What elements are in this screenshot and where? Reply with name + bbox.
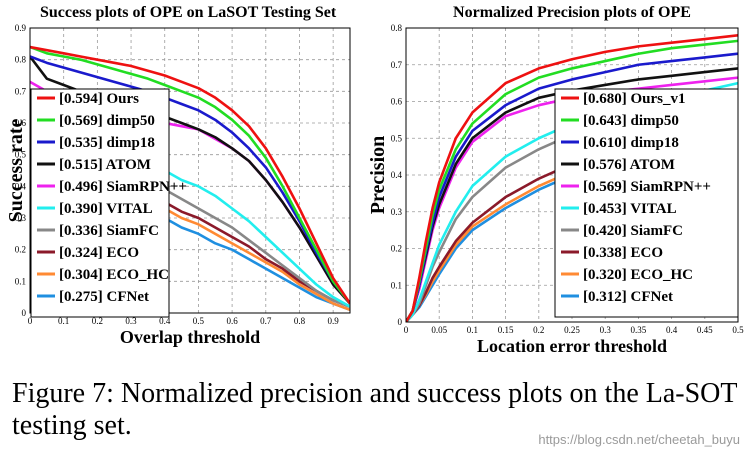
- success-y-axis-label: Success rate: [5, 118, 27, 222]
- watermark: https://blog.csdn.net/cheetah_buyu: [538, 432, 740, 447]
- success-legend-label: [0.594] Ours: [59, 91, 139, 107]
- success-axes-frame: [29, 27, 351, 314]
- precision-y-tick-label: 0.8: [391, 23, 403, 33]
- precision-y-tick-label: 0: [398, 317, 403, 327]
- success-legend-label: [0.275] CFNet: [59, 289, 149, 305]
- precision-y-tick-label: 0.7: [391, 60, 403, 70]
- precision-x-tick-label: 0.35: [631, 325, 647, 335]
- precision-y-tick-label: 0.2: [391, 244, 402, 254]
- precision-x-tick-label: 0.3: [600, 325, 612, 335]
- precision-x-tick-label: 0.25: [564, 325, 580, 335]
- precision-y-axis-label: Precision: [370, 136, 389, 215]
- success-legend-label: [0.324] ECO: [59, 245, 139, 261]
- precision-plot-svg: Normalized Precision plots of OPE 0 0.05 0.…: [367, 4, 744, 356]
- precision-legend-label: [0.610] dimp18: [583, 135, 679, 151]
- precision-x-tick-label: 0.5: [732, 325, 744, 335]
- precision-x-tick-label: 0.1: [467, 325, 478, 335]
- precision-legend-label: [0.420] SiamFC: [583, 223, 683, 239]
- precision-x-tick-label: 0.2: [533, 325, 544, 335]
- success-x-axis-label: Overlap threshold: [120, 327, 260, 347]
- success-y-tick-label: 0: [22, 308, 27, 318]
- success-x-tick-label: 0.1: [58, 316, 69, 326]
- precision-legend-box: [554, 88, 739, 318]
- precision-series-line: [406, 34, 738, 322]
- success-y-tick-label: 0.6: [15, 118, 27, 128]
- success-series-line: [30, 55, 350, 305]
- precision-y-tick-label: 0.4: [391, 170, 403, 180]
- precision-y-tick-label: 0.3: [391, 207, 403, 217]
- precision-x-tick-label: 0.05: [431, 325, 447, 335]
- precision-legend-label: [0.680] Ours_v1: [583, 91, 686, 107]
- success-legend-label: [0.336] SiamFC: [59, 223, 159, 239]
- success-title: Success plots of OPE on LaSOT Testing Se…: [40, 4, 337, 21]
- success-legend-label: [0.390] VITAL: [59, 201, 153, 217]
- success-x-tick-label: 0.2: [92, 316, 103, 326]
- success-x-tick-label: 0: [28, 316, 33, 326]
- precision-legend-label: [0.576] ATOM: [583, 157, 675, 173]
- success-y-tick-label: 0.1: [15, 276, 26, 286]
- precision-legend-label: [0.312] CFNet: [583, 289, 673, 305]
- success-y-tick-label: 0.8: [15, 55, 27, 65]
- precision-x-tick-label: 0.15: [498, 325, 514, 335]
- figure-caption: Figure 7: Normalized precision and succe…: [12, 378, 737, 441]
- success-x-tick-label: 0.6: [226, 316, 238, 326]
- success-plot-figure: Success plots of OPE on LaSOT Testing Se…: [0, 0, 360, 362]
- success-series-line: [30, 45, 350, 305]
- precision-title: Normalized Precision plots of OPE: [453, 4, 691, 21]
- precision-y-tick-label: 0.6: [391, 97, 403, 107]
- precision-plot-figure: Normalized Precision plots of OPE 0 0.05 0.…: [367, 0, 748, 362]
- success-plot-svg: Success plots of OPE on LaSOT Testing Se…: [5, 4, 351, 347]
- success-x-tick-label: 0.8: [294, 316, 306, 326]
- success-y-tick-label: 0.4: [15, 181, 27, 191]
- success-y-tick-label: 0.2: [15, 245, 26, 255]
- success-x-tick-label: 0.4: [159, 316, 171, 326]
- success-y-tick-label: 0.3: [15, 213, 27, 223]
- precision-x-tick-label: 0.45: [697, 325, 713, 335]
- success-legend-label: [0.515] ATOM: [59, 157, 151, 173]
- success-legend-label: [0.569] dimp50: [59, 113, 155, 129]
- precision-x-axis-label: Location error threshold: [477, 336, 667, 356]
- precision-y-tick-label: 0.5: [391, 133, 403, 143]
- precision-legend-label: [0.320] ECO_HC: [583, 267, 693, 283]
- precision-legend-label: [0.453] VITAL: [583, 201, 677, 217]
- success-y-tick-label: 0.5: [15, 150, 27, 160]
- success-x-tick-label: 0.7: [260, 316, 272, 326]
- success-x-tick-label: 0.9: [328, 316, 340, 326]
- success-x-tick-label: 0.5: [193, 316, 205, 326]
- precision-x-tick-label: 0.4: [666, 325, 678, 335]
- precision-series-group: [406, 34, 738, 322]
- success-series-line: [30, 45, 350, 305]
- success-y-tick-label: 0.9: [15, 23, 27, 33]
- precision-x-tick-label: 0: [404, 325, 409, 335]
- precision-y-tick-label: 0.1: [391, 280, 402, 290]
- precision-legend-label: [0.643] dimp50: [583, 113, 679, 129]
- success-legend-box: [30, 88, 170, 318]
- precision-legend-label: [0.569] SiamRPN++: [583, 179, 711, 195]
- success-y-tick-label: 0.7: [15, 86, 27, 96]
- success-legend-label: [0.304] ECO_HC: [59, 267, 169, 283]
- success-x-tick-label: 0.3: [125, 316, 137, 326]
- success-legend-label: [0.535] dimp18: [59, 135, 155, 151]
- precision-legend-label: [0.338] ECO: [583, 245, 663, 261]
- success-legend-label: [0.496] SiamRPN++: [59, 179, 187, 195]
